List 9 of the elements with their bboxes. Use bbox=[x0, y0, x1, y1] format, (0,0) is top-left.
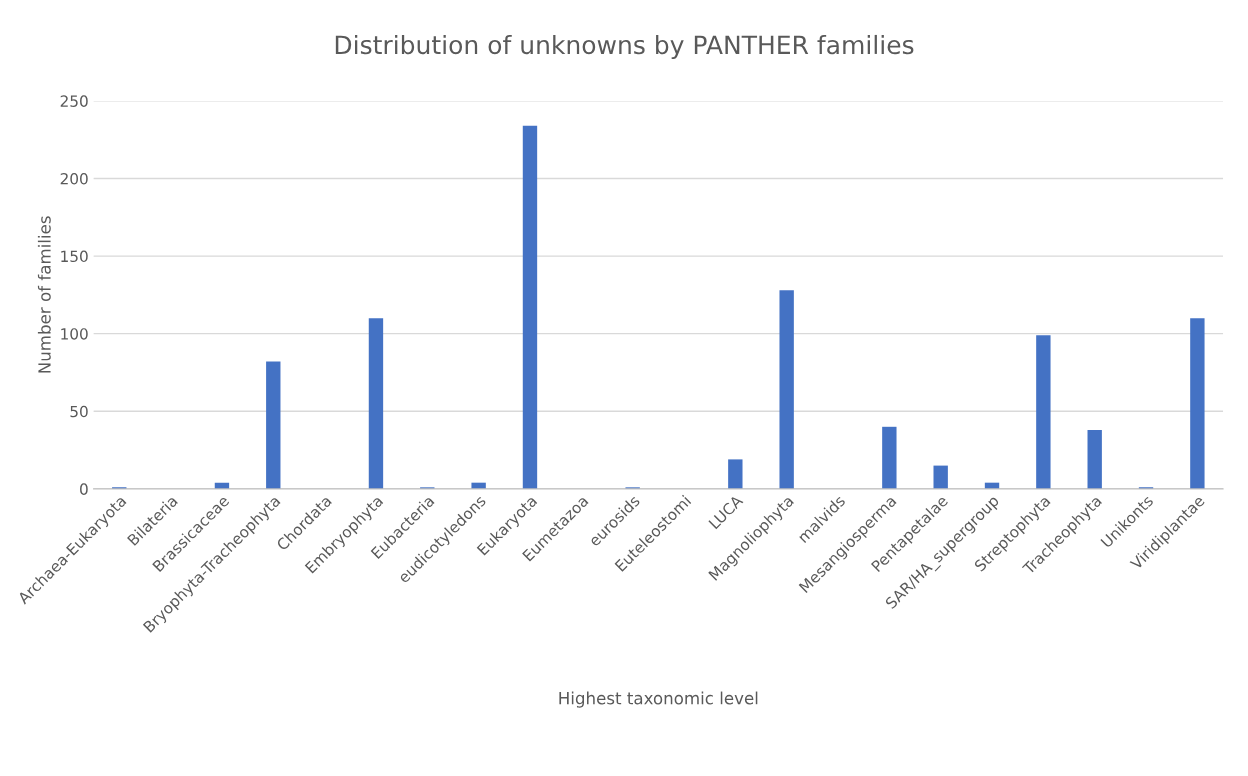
y-tick-label: 250 bbox=[60, 95, 88, 107]
y-tick-label: 200 bbox=[60, 172, 88, 185]
x-axis-title: Highest taxonomic level bbox=[559, 691, 758, 708]
chart-title: Distribution of unknowns by PANTHER families bbox=[335, 34, 914, 60]
y-tick-label: 0 bbox=[80, 483, 88, 495]
y-tick-label: 50 bbox=[70, 405, 88, 418]
y-tick-label: 100 bbox=[61, 328, 88, 340]
y-tick-label: 150 bbox=[61, 250, 88, 263]
y-axis-title: Number of families bbox=[37, 216, 51, 373]
